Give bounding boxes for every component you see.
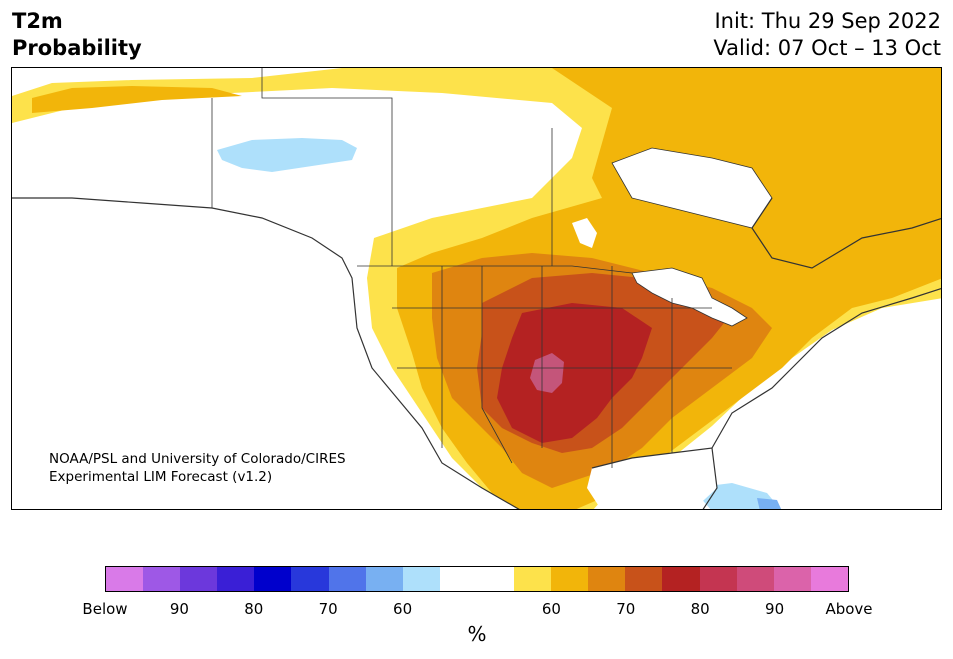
- colorbar-tick-label: 80: [244, 600, 264, 618]
- colorbar-tick-label: Above: [825, 600, 873, 618]
- colorbar-swatch: [180, 567, 218, 591]
- cool-65-region-caribbean: [757, 498, 782, 509]
- valid-dates: Valid: 07 Oct – 13 Oct: [713, 36, 941, 60]
- colorbar-tick-label: 60: [393, 600, 413, 618]
- credit-text: NOAA/PSL and University of Colorado/CIRE…: [49, 450, 346, 486]
- map-canvas: [12, 68, 941, 509]
- great-lakes: [631, 267, 748, 327]
- colorbar-swatch: [439, 567, 477, 591]
- colorbar-tick-label: 70: [318, 600, 338, 618]
- colorbar-swatch: [736, 567, 774, 591]
- colorbar-tick-label: 70: [616, 600, 636, 618]
- warm-80-region: [497, 303, 652, 443]
- credit-line-2: Experimental LIM Forecast (v1.2): [49, 469, 273, 485]
- colorbar-swatch: [514, 567, 552, 591]
- coastlines: [12, 197, 941, 509]
- colorbar-swatch: [662, 567, 700, 591]
- colorbar-swatch: [625, 567, 663, 591]
- colorbar: [105, 566, 849, 592]
- title-line-1: T2m: [12, 9, 63, 33]
- colorbar-tick-label: 90: [169, 600, 189, 618]
- political-borders: [211, 68, 732, 468]
- colorbar-tick-label: 80: [690, 600, 710, 618]
- colorbar-tick-label: 60: [541, 600, 561, 618]
- map-title: T2m Probability: [12, 8, 142, 62]
- gulf-of-mexico: [587, 448, 717, 509]
- colorbar-tick-label: Below: [82, 600, 128, 618]
- lake-winnipeg: [572, 218, 597, 248]
- colorbar-swatch: [551, 567, 589, 591]
- colorbar-swatch: [476, 567, 515, 591]
- credit-line-1: NOAA/PSL and University of Colorado/CIRE…: [49, 451, 346, 467]
- probability-map: [11, 67, 942, 510]
- colorbar-swatch: [699, 567, 737, 591]
- colorbar-swatch: [588, 567, 626, 591]
- pacific-ocean: [12, 128, 519, 509]
- forecast-dates: Init: Thu 29 Sep 2022 Valid: 07 Oct – 13…: [713, 8, 941, 62]
- colorbar-swatch: [291, 567, 329, 591]
- colorbar-swatch: [106, 567, 144, 591]
- colorbar-unit: %: [467, 622, 487, 646]
- colorbar-swatch: [810, 567, 848, 591]
- warm-85-region: [530, 353, 564, 393]
- colorbar-swatch: [217, 567, 255, 591]
- colorbar-swatch: [143, 567, 181, 591]
- init-date: Init: Thu 29 Sep 2022: [714, 9, 941, 33]
- colorbar-swatch: [773, 567, 811, 591]
- colorbar-swatch: [254, 567, 292, 591]
- colorbar-tick-label: 90: [765, 600, 785, 618]
- cool-60-region: [217, 138, 357, 172]
- colorbar-swatch: [328, 567, 366, 591]
- colorbar-swatch: [365, 567, 403, 591]
- title-line-2: Probability: [12, 36, 142, 60]
- colorbar-swatch: [402, 567, 440, 591]
